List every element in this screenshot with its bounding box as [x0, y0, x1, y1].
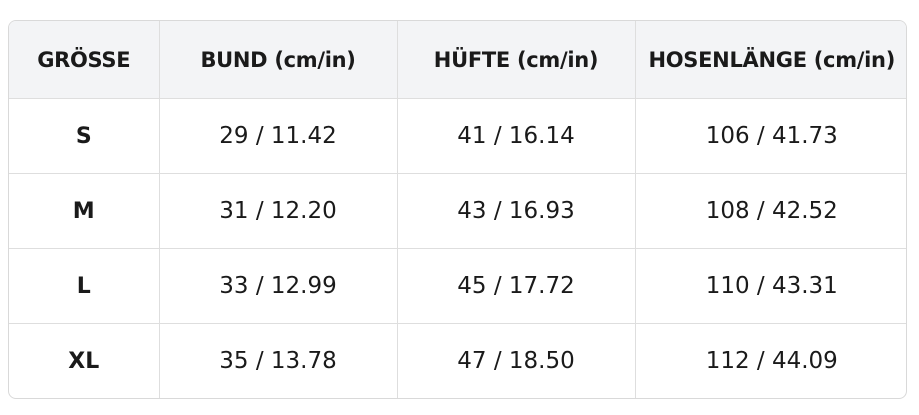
measure-cell: 112 / 44.09: [705, 348, 838, 374]
measure-cell: 29 / 11.42: [159, 98, 398, 174]
measure-cell: 41 / 16.14: [397, 98, 636, 174]
table-row: XL 35 / 13.78 47 / 18.50 112 / 44.09: [9, 323, 906, 398]
size-table-container: GRÖSSE BUND (cm/in) HÜFTE (cm/in) HOSENLÄNG…: [8, 20, 907, 399]
measure-cell: 43 / 16.93: [397, 173, 636, 249]
size-cell: M: [9, 173, 160, 249]
size-cell: L: [9, 248, 160, 324]
measure-cell: 108 / 42.52: [635, 173, 906, 249]
header-cell: HÜFTE (cm/in): [397, 21, 636, 99]
measure-cell: 110 / 43.31: [635, 248, 906, 324]
header-cell: BUND (cm/in): [159, 21, 398, 99]
table-row: S 29 / 11.42 41 / 16.14 106 / 41.73: [9, 98, 906, 174]
table-row: M 31 / 12.20 43 / 16.93 108 / 42.52: [9, 173, 906, 249]
measure-cell: 45 / 17.72: [397, 248, 636, 324]
header-cell: HOSENLÄNGE (cm/in): [635, 21, 906, 99]
measure-cell: 33 / 12.99: [159, 248, 398, 324]
header-cell: GRÖSSE: [9, 21, 160, 99]
measure-cell: 106 / 41.73: [635, 98, 906, 174]
measure-cell: 31 / 12.20: [159, 173, 398, 249]
size-cell: XL: [9, 323, 160, 398]
table-body: S 29 / 11.42 41 / 16.14 106 / 41.73 M 31 / 12…: [9, 98, 906, 398]
measure-cell: 47 / 18.50: [397, 323, 636, 398]
size-table: GRÖSSE BUND (cm/in) HÜFTE (cm/in) HOSENLÄNG…: [9, 21, 906, 398]
table-row: L 33 / 12.99 45 / 17.72 110 / 43.31: [9, 248, 906, 324]
size-cell: S: [9, 98, 160, 174]
header-row: GRÖSSE BUND (cm/in) HÜFTE (cm/in) HOSENLÄNG…: [9, 21, 906, 99]
measure-cell: 35 / 13.78: [159, 323, 398, 398]
